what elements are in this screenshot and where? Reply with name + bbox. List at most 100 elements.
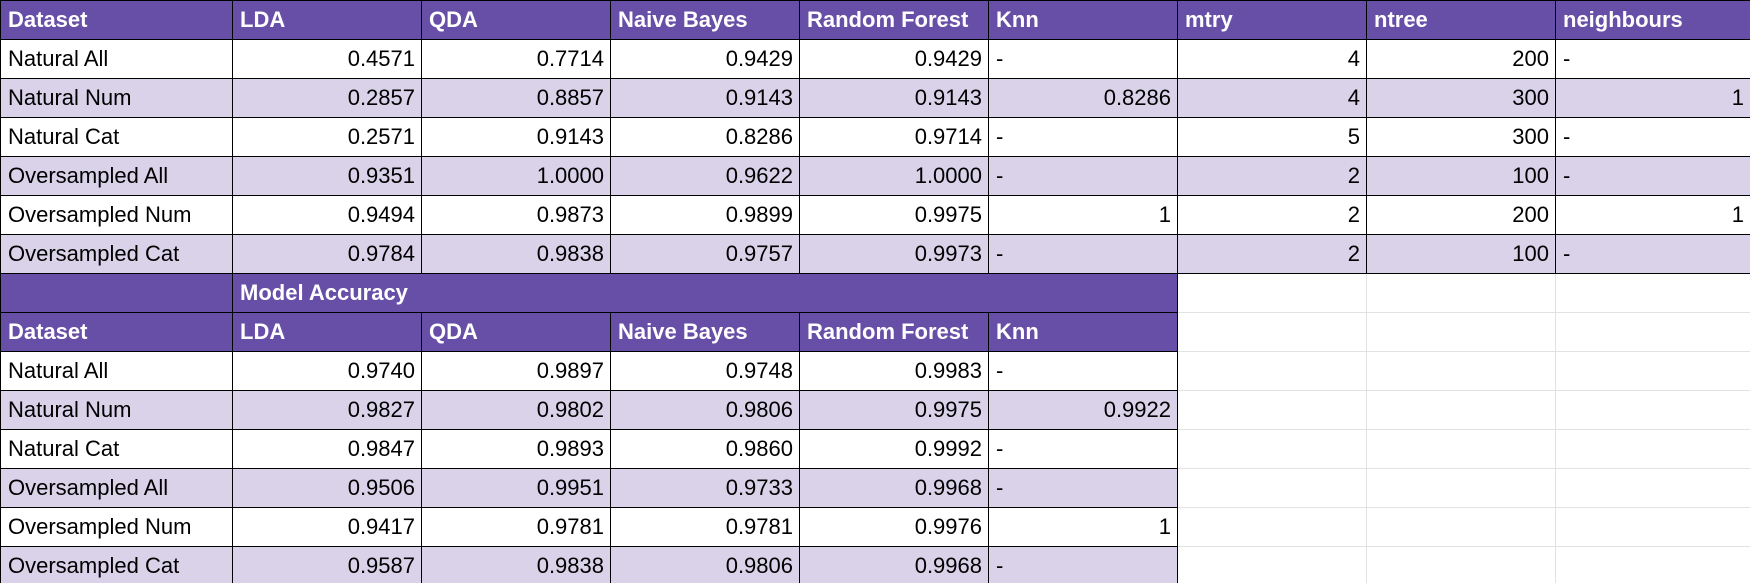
cell[interactable]: 1 xyxy=(988,195,1178,235)
header-cell-dataset[interactable]: Dataset xyxy=(0,0,233,40)
cell[interactable]: 0.9838 xyxy=(421,234,611,274)
cell[interactable]: 2 xyxy=(1177,156,1367,196)
cell[interactable]: 0.8286 xyxy=(988,78,1178,118)
header-cell-random-forest[interactable]: Random Forest xyxy=(799,0,989,40)
cell[interactable]: Oversampled All xyxy=(0,156,233,196)
cell[interactable]: 0.9429 xyxy=(799,39,989,79)
header-cell-qda[interactable]: QDA xyxy=(421,312,611,352)
header-cell-lda[interactable]: LDA xyxy=(232,312,422,352)
cell[interactable] xyxy=(1366,390,1556,430)
cell[interactable]: 0.9429 xyxy=(610,39,800,79)
cell[interactable] xyxy=(1366,351,1556,391)
header-cell-knn[interactable]: Knn xyxy=(988,0,1178,40)
cell[interactable]: 0.9860 xyxy=(610,429,800,469)
cell[interactable]: 0.9714 xyxy=(799,117,989,157)
cell[interactable]: 0.8286 xyxy=(610,117,800,157)
cell[interactable]: 0.7714 xyxy=(421,39,611,79)
cell[interactable] xyxy=(1366,429,1556,469)
cell[interactable]: 0.9417 xyxy=(232,507,422,547)
cell[interactable]: 0.9975 xyxy=(799,195,989,235)
cell[interactable] xyxy=(1177,546,1367,583)
cell[interactable] xyxy=(1366,273,1556,313)
cell[interactable] xyxy=(1177,429,1367,469)
cell[interactable]: 0.9143 xyxy=(610,78,800,118)
header-cell-naive-bayes[interactable]: Naive Bayes xyxy=(610,0,800,40)
cell[interactable]: 300 xyxy=(1366,117,1556,157)
cell[interactable]: 100 xyxy=(1366,234,1556,274)
cell[interactable]: 0.2857 xyxy=(232,78,422,118)
header-cell-knn[interactable]: Knn xyxy=(988,312,1178,352)
cell[interactable]: Natural All xyxy=(0,351,233,391)
cell[interactable] xyxy=(1177,312,1367,352)
cell[interactable]: 1 xyxy=(1555,78,1750,118)
cell[interactable]: 200 xyxy=(1366,195,1556,235)
cell[interactable]: 0.9781 xyxy=(610,507,800,547)
cell[interactable]: 0.9899 xyxy=(610,195,800,235)
cell[interactable]: - xyxy=(988,117,1178,157)
header-cell-qda[interactable]: QDA xyxy=(421,0,611,40)
cell[interactable]: 0.9893 xyxy=(421,429,611,469)
cell[interactable]: - xyxy=(1555,234,1750,274)
cell[interactable]: 1.0000 xyxy=(421,156,611,196)
cell[interactable] xyxy=(1177,351,1367,391)
cell[interactable]: Natural All xyxy=(0,39,233,79)
cell[interactable]: - xyxy=(1555,39,1750,79)
cell[interactable]: 0.9733 xyxy=(610,468,800,508)
cell[interactable]: - xyxy=(988,429,1178,469)
header-cell-ntree[interactable]: ntree xyxy=(1366,0,1556,40)
cell[interactable]: 0.9992 xyxy=(799,429,989,469)
cell[interactable]: 0.9802 xyxy=(421,390,611,430)
cell[interactable] xyxy=(1555,429,1750,469)
cell[interactable]: 300 xyxy=(1366,78,1556,118)
cell[interactable]: Oversampled Cat xyxy=(0,546,233,583)
cell[interactable]: 0.9143 xyxy=(421,117,611,157)
cell[interactable] xyxy=(1366,468,1556,508)
cell[interactable]: 0.8857 xyxy=(421,78,611,118)
cell[interactable]: 1.0000 xyxy=(799,156,989,196)
cell[interactable]: - xyxy=(988,351,1178,391)
cell[interactable] xyxy=(1177,390,1367,430)
cell[interactable]: 1 xyxy=(1555,195,1750,235)
cell[interactable]: 0.9351 xyxy=(232,156,422,196)
cell[interactable]: 200 xyxy=(1366,39,1556,79)
cell[interactable]: 0.9973 xyxy=(799,234,989,274)
cell[interactable]: 0.9983 xyxy=(799,351,989,391)
cell[interactable] xyxy=(1555,546,1750,583)
cell[interactable]: 0.9873 xyxy=(421,195,611,235)
section-title-model-accuracy[interactable]: Model Accuracy xyxy=(232,273,1178,313)
cell[interactable]: 0.9806 xyxy=(610,390,800,430)
cell[interactable] xyxy=(1366,312,1556,352)
cell[interactable]: Oversampled Num xyxy=(0,195,233,235)
cell[interactable]: - xyxy=(988,234,1178,274)
header-cell-neighbours[interactable]: neighbours xyxy=(1555,0,1750,40)
cell[interactable]: 0.2571 xyxy=(232,117,422,157)
cell[interactable]: 0.9847 xyxy=(232,429,422,469)
cell[interactable]: 0.9951 xyxy=(421,468,611,508)
cell[interactable]: 0.9506 xyxy=(232,468,422,508)
cell[interactable]: - xyxy=(988,546,1178,583)
cell[interactable]: 0.9622 xyxy=(610,156,800,196)
cell[interactable]: Natural Num xyxy=(0,78,233,118)
cell[interactable]: 0.9740 xyxy=(232,351,422,391)
cell[interactable]: 1 xyxy=(988,507,1178,547)
cell[interactable]: - xyxy=(1555,156,1750,196)
cell[interactable]: 0.9897 xyxy=(421,351,611,391)
cell[interactable]: 0.9587 xyxy=(232,546,422,583)
cell[interactable]: 0.9806 xyxy=(610,546,800,583)
cell[interactable] xyxy=(0,273,233,313)
cell[interactable]: - xyxy=(988,39,1178,79)
cell[interactable] xyxy=(1555,273,1750,313)
cell[interactable]: - xyxy=(988,468,1178,508)
cell[interactable] xyxy=(1555,351,1750,391)
cell[interactable]: 4 xyxy=(1177,39,1367,79)
cell[interactable]: 0.9975 xyxy=(799,390,989,430)
cell[interactable]: Oversampled All xyxy=(0,468,233,508)
cell[interactable]: 0.9922 xyxy=(988,390,1178,430)
cell[interactable]: 0.9827 xyxy=(232,390,422,430)
cell[interactable]: 4 xyxy=(1177,78,1367,118)
cell[interactable]: 5 xyxy=(1177,117,1367,157)
cell[interactable]: 0.9143 xyxy=(799,78,989,118)
cell[interactable] xyxy=(1366,546,1556,583)
header-cell-random-forest[interactable]: Random Forest xyxy=(799,312,989,352)
cell[interactable] xyxy=(1366,507,1556,547)
